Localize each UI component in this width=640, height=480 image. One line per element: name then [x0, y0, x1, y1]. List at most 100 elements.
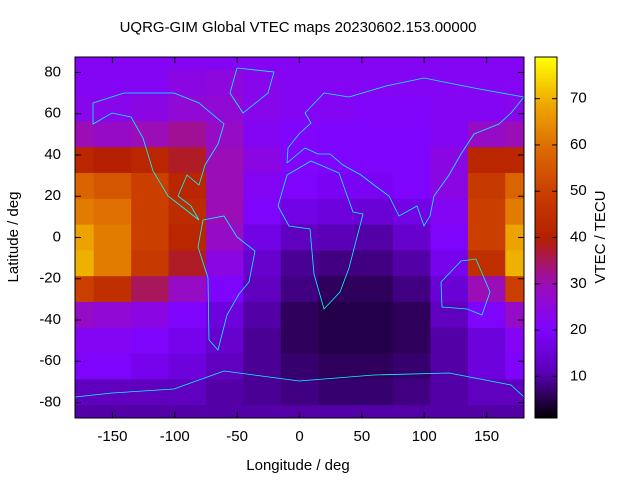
colorbar-step — [535, 270, 557, 275]
colorbar-step — [535, 369, 557, 374]
colorbar-step — [535, 135, 557, 139]
cell — [505, 379, 524, 406]
coastline — [286, 77, 524, 227]
cell — [280, 173, 319, 200]
colorbar-step — [535, 372, 557, 377]
colorbar-step — [535, 120, 557, 124]
colorbar-step — [535, 246, 557, 251]
colorbar-step — [535, 366, 557, 371]
colorbar-step — [535, 156, 557, 160]
cell — [75, 57, 95, 71]
cell — [280, 95, 319, 122]
cell — [243, 198, 282, 226]
cell — [505, 250, 524, 277]
cell — [467, 121, 506, 148]
cell — [205, 198, 244, 226]
cell — [168, 327, 207, 355]
cell — [355, 353, 394, 380]
colorbar-step — [535, 126, 557, 130]
colorbar-step — [535, 159, 557, 163]
cell — [430, 379, 469, 406]
colorbar-tick-label: 70 — [570, 90, 587, 107]
cell — [243, 301, 282, 329]
coastline — [229, 67, 275, 114]
cell — [75, 95, 95, 122]
cell — [75, 327, 95, 355]
cell — [131, 379, 170, 406]
cell — [205, 147, 244, 174]
cell — [393, 379, 431, 406]
cell — [393, 250, 431, 277]
cell — [131, 276, 170, 303]
cell — [393, 95, 431, 122]
cell — [467, 57, 506, 71]
x-axis-label: Longitude / deg — [246, 457, 349, 474]
cell — [505, 121, 524, 148]
x-tick-label: 50 — [354, 428, 371, 445]
colorbar-step — [535, 117, 557, 121]
colorbar-step — [535, 144, 557, 148]
cell — [318, 327, 357, 355]
colorbar-step — [535, 243, 557, 248]
cell — [505, 224, 524, 251]
cell — [393, 327, 431, 355]
cell — [280, 57, 319, 71]
colorbar-step — [535, 132, 557, 136]
cell — [505, 276, 524, 303]
colorbar-step — [535, 327, 557, 332]
colorbar-step — [535, 399, 557, 404]
colorbar-tick-label: 50 — [570, 182, 587, 199]
x-tick-label: -50 — [226, 428, 248, 445]
cell — [93, 95, 132, 122]
colorbar-step — [535, 237, 557, 242]
cell — [93, 69, 132, 97]
colorbar-step — [535, 102, 557, 106]
cell — [168, 121, 207, 148]
colorbar-step — [535, 345, 557, 350]
colorbar-step — [535, 105, 557, 109]
colorbar-step — [535, 285, 557, 290]
cell — [243, 69, 282, 97]
colorbar-tick-label: 20 — [570, 321, 587, 338]
colorbar-step — [535, 252, 557, 257]
cell — [75, 250, 95, 277]
y-tick-label: 80 — [44, 63, 61, 80]
colorbar-step — [535, 114, 557, 118]
colorbar-step — [535, 309, 557, 314]
cell — [168, 173, 207, 200]
colorbar-tick-label: 30 — [570, 275, 587, 292]
y-tick-label: 20 — [44, 187, 61, 204]
colorbar-step — [535, 354, 557, 359]
colorbar-step — [535, 381, 557, 386]
cell — [205, 405, 244, 418]
cell — [280, 405, 319, 418]
colorbar-step — [535, 339, 557, 344]
colorbar-step — [535, 180, 557, 184]
colorbar-step — [535, 390, 557, 395]
cell — [205, 276, 244, 303]
colorbar-step — [535, 78, 557, 82]
colorbar-step — [535, 153, 557, 157]
colorbar-step — [535, 405, 557, 410]
colorbar-step — [535, 408, 557, 413]
cell — [355, 250, 394, 277]
colorbar-step — [535, 303, 557, 308]
cell — [467, 353, 506, 380]
cell — [318, 95, 357, 122]
cell — [355, 69, 394, 97]
cell — [393, 57, 431, 71]
cell — [75, 353, 95, 380]
cell — [318, 57, 357, 71]
colorbar-step — [535, 99, 557, 103]
cell — [467, 250, 506, 277]
cell — [430, 327, 469, 355]
cell — [131, 353, 170, 380]
cell — [243, 405, 282, 418]
colorbar-step — [535, 213, 557, 217]
cell — [393, 224, 431, 251]
cell — [467, 405, 506, 418]
y-tick-label: 40 — [44, 146, 61, 163]
cell — [131, 301, 170, 329]
colorbar-step — [535, 162, 557, 166]
colorbar-step — [535, 297, 557, 302]
